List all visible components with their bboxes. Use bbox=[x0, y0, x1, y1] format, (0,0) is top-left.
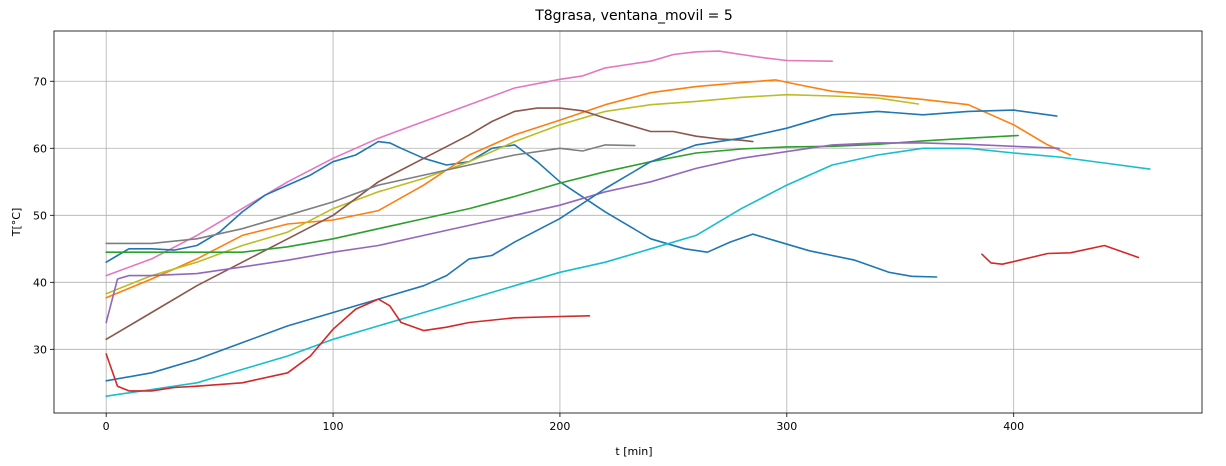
x-axis-label: t [min] bbox=[615, 445, 652, 458]
series-line-3 bbox=[105, 79, 1072, 299]
series-line-7 bbox=[105, 134, 1019, 253]
chart-title: T8grasa, ventana_movil = 5 bbox=[534, 8, 733, 24]
x-tick-label: 0 bbox=[103, 420, 110, 433]
series-line-10 bbox=[105, 147, 1151, 397]
series-line-6 bbox=[105, 144, 636, 245]
y-tick-label: 30 bbox=[33, 343, 47, 356]
series-line-9 bbox=[105, 109, 1058, 382]
series-line-4 bbox=[105, 93, 920, 295]
x-tick-label: 200 bbox=[549, 420, 570, 433]
y-tick-label: 70 bbox=[33, 75, 47, 88]
y-tick-label: 60 bbox=[33, 142, 47, 155]
y-tick-label: 40 bbox=[33, 276, 47, 289]
series-line-2 bbox=[105, 140, 938, 278]
y-axis-label: T[°C] bbox=[10, 208, 23, 237]
series-layer bbox=[105, 50, 1151, 397]
series-line-8 bbox=[105, 142, 1060, 324]
plot-frame bbox=[53, 30, 1203, 414]
series-line-11 bbox=[105, 298, 591, 392]
x-tick-label: 100 bbox=[323, 420, 344, 433]
axis-ticks: 0 100 200 300 400 30 40 50 60 70 bbox=[33, 75, 1024, 433]
series-line-5 bbox=[105, 107, 754, 341]
y-tick-label: 50 bbox=[33, 209, 47, 222]
x-tick-label: 300 bbox=[776, 420, 797, 433]
series-line-12 bbox=[981, 244, 1140, 265]
grid bbox=[54, 31, 1202, 413]
x-tick-label: 400 bbox=[1003, 420, 1024, 433]
